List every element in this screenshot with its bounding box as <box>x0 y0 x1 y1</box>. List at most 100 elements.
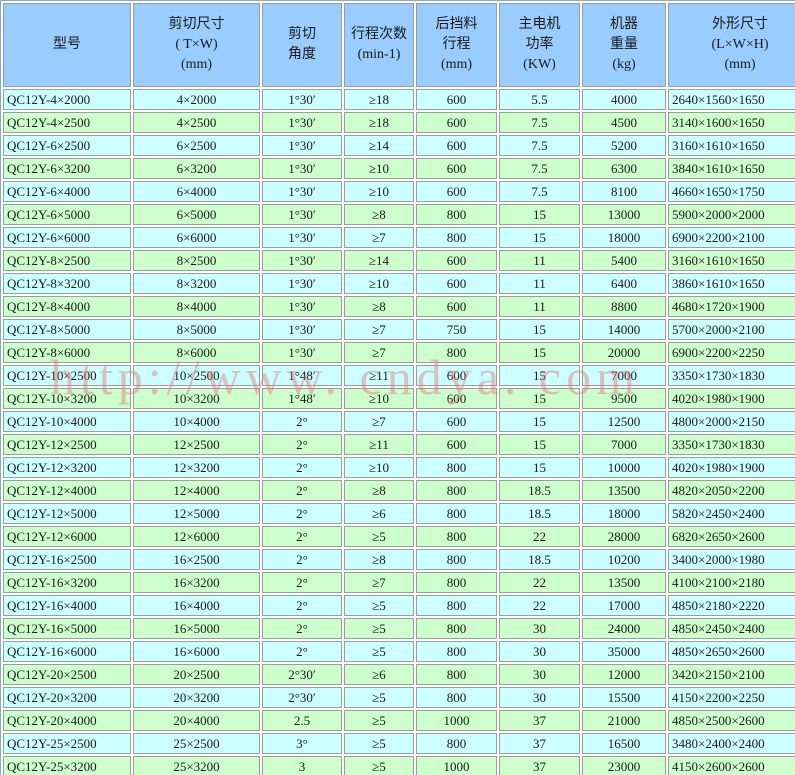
cell-backgauge-travel: 800 <box>416 618 497 639</box>
cell-overall-dims: 4020×1980×1900 <box>668 388 795 409</box>
cell-shear-angle: 1°48′ <box>262 365 342 386</box>
cell-overall-dims: 3140×1600×1650 <box>668 112 795 133</box>
header-backgauge-travel: 后挡料 行程 (mm) <box>416 3 497 87</box>
cell-shear-size: 8×6000 <box>133 342 260 363</box>
cell-shear-angle: 1°30′ <box>262 158 342 179</box>
cell-stroke-rate: ≥8 <box>344 296 414 317</box>
cell-motor-power: 15 <box>499 319 580 340</box>
cell-model: QC12Y-10×4000 <box>3 411 131 432</box>
cell-motor-power: 18.5 <box>499 480 580 501</box>
cell-shear-angle: 3° <box>262 733 342 754</box>
cell-shear-size: 8×4000 <box>133 296 260 317</box>
cell-model: QC12Y-8×3200 <box>3 273 131 294</box>
header-motor-power-line: (KW) <box>523 57 556 72</box>
cell-shear-angle: 1°30′ <box>262 112 342 133</box>
cell-shear-size: 8×5000 <box>133 319 260 340</box>
table-row: QC12Y-25×3200 25×3200 3 ≥5 1000 37 23000 4150×2… <box>3 756 795 775</box>
cell-model: QC12Y-12×5000 <box>3 503 131 524</box>
cell-overall-dims: 3420×2150×2100 <box>668 664 795 685</box>
cell-machine-weight: 17000 <box>582 595 666 616</box>
cell-overall-dims: 4020×1980×1900 <box>668 457 795 478</box>
cell-shear-size: 6×4000 <box>133 181 260 202</box>
cell-shear-angle: 1°30′ <box>262 135 342 156</box>
cell-shear-angle: 2° <box>262 434 342 455</box>
cell-shear-size: 16×6000 <box>133 641 260 662</box>
table-row: QC12Y-10×3200 10×3200 1°48′ ≥10 600 15 9500 402… <box>3 388 795 409</box>
cell-shear-size: 16×5000 <box>133 618 260 639</box>
cell-machine-weight: 15500 <box>582 687 666 708</box>
cell-backgauge-travel: 800 <box>416 227 497 248</box>
cell-shear-angle: 2° <box>262 480 342 501</box>
cell-backgauge-travel: 600 <box>416 250 497 271</box>
cell-backgauge-travel: 600 <box>416 411 497 432</box>
header-shear-size-line: ( T×W) <box>175 37 218 52</box>
cell-backgauge-travel: 800 <box>416 526 497 547</box>
cell-stroke-rate: ≥6 <box>344 503 414 524</box>
table-row: QC12Y-20×4000 20×4000 2.5 ≥5 1000 37 21000 4850… <box>3 710 795 731</box>
cell-backgauge-travel: 800 <box>416 572 497 593</box>
cell-overall-dims: 6900×2200×2100 <box>668 227 795 248</box>
cell-overall-dims: 3160×1610×1650 <box>668 135 795 156</box>
table-row: QC12Y-12×2500 12×2500 2° ≥11 600 15 7000 3350×1… <box>3 434 795 455</box>
cell-stroke-rate: ≥14 <box>344 135 414 156</box>
cell-machine-weight: 4000 <box>582 89 666 110</box>
cell-model: QC12Y-12×4000 <box>3 480 131 501</box>
cell-model: QC12Y-20×2500 <box>3 664 131 685</box>
cell-model: QC12Y-12×2500 <box>3 434 131 455</box>
cell-machine-weight: 5200 <box>582 135 666 156</box>
cell-overall-dims: 4850×2180×2220 <box>668 595 795 616</box>
cell-stroke-rate: ≥10 <box>344 273 414 294</box>
cell-backgauge-travel: 800 <box>416 595 497 616</box>
header-machine-weight-line: 重量 <box>610 37 638 52</box>
cell-backgauge-travel: 600 <box>416 158 497 179</box>
cell-shear-size: 16×2500 <box>133 549 260 570</box>
table-row: QC12Y-6×3200 6×3200 1°30′ ≥10 600 7.5 6300 3840… <box>3 158 795 179</box>
header-machine-weight-line: 机器 <box>610 17 638 32</box>
cell-backgauge-travel: 800 <box>416 733 497 754</box>
cell-stroke-rate: ≥5 <box>344 595 414 616</box>
table-row: QC12Y-8×4000 8×4000 1°30′ ≥8 600 11 8800 4680×1… <box>3 296 795 317</box>
cell-machine-weight: 28000 <box>582 526 666 547</box>
cell-motor-power: 30 <box>499 687 580 708</box>
cell-shear-size: 4×2000 <box>133 89 260 110</box>
header-shear-size-line: 剪切尺寸 <box>168 17 225 32</box>
cell-shear-angle: 1°30′ <box>262 227 342 248</box>
cell-motor-power: 18.5 <box>499 549 580 570</box>
cell-overall-dims: 4150×2200×2250 <box>668 687 795 708</box>
header-machine-weight: 机器重量 (kg) <box>582 3 666 87</box>
cell-shear-size: 12×3200 <box>133 457 260 478</box>
table-row: QC12Y-16×2500 16×2500 2° ≥8 800 18.5 10200 3400… <box>3 549 795 570</box>
cell-overall-dims: 5900×2000×2000 <box>668 204 795 225</box>
cell-shear-angle: 1°30′ <box>262 296 342 317</box>
cell-stroke-rate: ≥5 <box>344 618 414 639</box>
cell-stroke-rate: ≥11 <box>344 365 414 386</box>
header-machine-weight-line: (kg) <box>612 57 636 72</box>
table-row: QC12Y-6×5000 6×5000 1°30′ ≥8 800 15 13000 5900×… <box>3 204 795 225</box>
cell-backgauge-travel: 800 <box>416 549 497 570</box>
cell-shear-angle: 2°30′ <box>262 687 342 708</box>
header-shear-angle-line: 角度 <box>288 47 316 62</box>
cell-overall-dims: 3860×1610×1650 <box>668 273 795 294</box>
cell-shear-size: 12×4000 <box>133 480 260 501</box>
cell-motor-power: 30 <box>499 664 580 685</box>
cell-model: QC12Y-6×3200 <box>3 158 131 179</box>
cell-overall-dims: 6820×2650×2600 <box>668 526 795 547</box>
cell-stroke-rate: ≥8 <box>344 549 414 570</box>
cell-shear-angle: 1°30′ <box>262 342 342 363</box>
table-row: QC12Y-10×2500 10×2500 1°48′ ≥11 600 15 7000 335… <box>3 365 795 386</box>
cell-shear-size: 10×2500 <box>133 365 260 386</box>
cell-overall-dims: 4800×2000×2150 <box>668 411 795 432</box>
cell-shear-size: 4×2500 <box>133 112 260 133</box>
header-stroke-rate-line: 行程次数 <box>351 27 407 42</box>
table-row: QC12Y-8×5000 8×5000 1°30′ ≥7 750 15 14000 5700×… <box>3 319 795 340</box>
cell-shear-angle: 2° <box>262 411 342 432</box>
cell-backgauge-travel: 600 <box>416 273 497 294</box>
table-row: QC12Y-10×4000 10×4000 2° ≥7 600 15 12500 4800×2… <box>3 411 795 432</box>
cell-shear-size: 20×2500 <box>133 664 260 685</box>
cell-backgauge-travel: 600 <box>416 135 497 156</box>
cell-model: QC12Y-6×4000 <box>3 181 131 202</box>
cell-machine-weight: 13500 <box>582 572 666 593</box>
cell-shear-size: 12×6000 <box>133 526 260 547</box>
cell-shear-angle: 2° <box>262 526 342 547</box>
cell-shear-size: 25×3200 <box>133 756 260 775</box>
